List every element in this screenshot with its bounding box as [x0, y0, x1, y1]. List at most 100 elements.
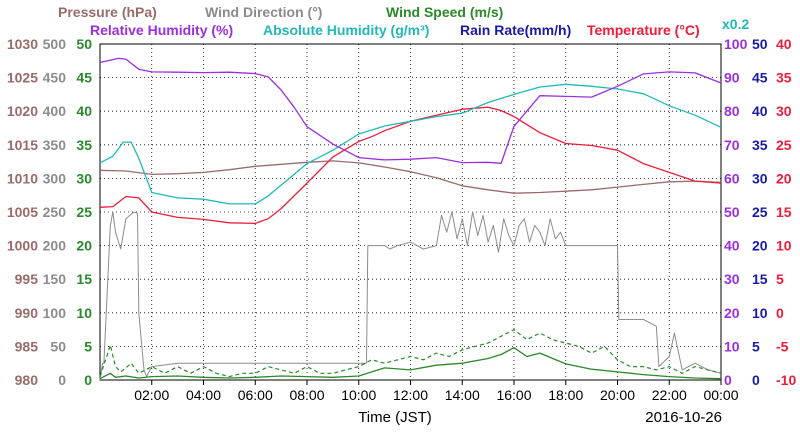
x-tick-label: 20:00 [600, 387, 635, 403]
y-tick-label: 300 [43, 170, 67, 186]
y-tick-label: 10 [724, 338, 740, 354]
y-tick-label: 100 [724, 36, 748, 52]
legend-wind-speed: Wind Speed (m/s) [386, 4, 503, 20]
y-tick-label: 15 [776, 204, 792, 220]
axis-ticks: 9809859909951000100510101015102010251030… [7, 36, 797, 403]
y-tick-label: 250 [43, 204, 67, 220]
y-tick-label: 80 [724, 103, 740, 119]
y-tick-label: 25 [776, 137, 792, 153]
y-tick-label: 5 [752, 338, 760, 354]
series-line [99, 329, 722, 378]
y-tick-label: 50 [76, 36, 92, 52]
series-line [99, 57, 722, 164]
x-tick-label: 06:00 [238, 387, 273, 403]
y-tick-label: 985 [15, 338, 39, 354]
x-tick-label: 22:00 [652, 387, 687, 403]
y-tick-label: 500 [43, 36, 67, 52]
y-tick-label: 35 [752, 137, 768, 153]
x-tick-label: 04:00 [186, 387, 221, 403]
y-tick-label: 0 [724, 372, 732, 388]
legend-rain-rate: Rain Rate(mm/h) [460, 22, 571, 38]
series-line [99, 160, 722, 194]
legend-wind-direction: Wind Direction (°) [205, 4, 322, 20]
y-tick-label: 20 [752, 238, 768, 254]
y-tick-label: 70 [724, 137, 740, 153]
y-tick-label: 60 [724, 170, 740, 186]
y-tick-label: 0 [58, 372, 66, 388]
x-tick-label: 12:00 [393, 387, 428, 403]
y-tick-label: 50 [50, 338, 66, 354]
y-tick-label: 35 [76, 137, 92, 153]
y-tick-label: -10 [776, 372, 796, 388]
grid [99, 43, 722, 381]
y-tick-label: 30 [776, 103, 792, 119]
plot-area [99, 57, 722, 381]
legend-relative-humidity: Relative Humidity (%) [90, 22, 233, 38]
y-tick-label: 10 [776, 238, 792, 254]
y-tick-label: 10 [752, 305, 768, 321]
y-tick-label: 40 [724, 238, 740, 254]
series-line [99, 211, 722, 381]
y-tick-label: 20 [724, 305, 740, 321]
y-tick-label: 150 [43, 271, 67, 287]
x-tick-label: 14:00 [445, 387, 480, 403]
y-tick-label: 0 [776, 305, 784, 321]
y-tick-label: 450 [43, 70, 67, 86]
y-tick-label: 5 [84, 338, 92, 354]
y-tick-label: 990 [15, 305, 39, 321]
series-line [99, 106, 722, 225]
x-axis-label: Time (JST) [358, 409, 432, 426]
y-tick-label: 20 [776, 170, 792, 186]
y-tick-label: 1030 [7, 36, 38, 52]
y-tick-label: 350 [43, 137, 67, 153]
legend-pressure: Pressure (hPa) [58, 4, 157, 20]
y-tick-label: 15 [76, 271, 92, 287]
x-tick-label: 18:00 [548, 387, 583, 403]
legend-temperature: Temperature (°C) [587, 22, 700, 38]
y-tick-label: 30 [76, 170, 92, 186]
y-tick-label: 30 [724, 271, 740, 287]
legend-absolute-humidity: Absolute Humidity (g/m³) [263, 22, 429, 38]
y-tick-label: 40 [776, 36, 792, 52]
y-tick-label: 0 [752, 372, 760, 388]
y-tick-label: 20 [76, 238, 92, 254]
y-tick-label: 980 [15, 372, 39, 388]
y-tick-label: 15 [752, 271, 768, 287]
y-tick-label: 30 [752, 170, 768, 186]
series-line [99, 347, 722, 380]
y-tick-label: 1000 [7, 238, 38, 254]
y-tick-label: 1020 [7, 103, 38, 119]
y-tick-label: 25 [76, 204, 92, 220]
y-tick-label: 1015 [7, 137, 38, 153]
y-tick-label: 90 [724, 70, 740, 86]
y-tick-label: 10 [76, 305, 92, 321]
y-tick-label: 0 [84, 372, 92, 388]
y-tick-label: 50 [724, 204, 740, 220]
y-tick-label: 1005 [7, 204, 38, 220]
y-tick-label: 40 [76, 103, 92, 119]
x-tick-label: 08:00 [289, 387, 324, 403]
y-tick-label: 50 [752, 36, 768, 52]
legend: Pressure (hPa) Wind Direction (°) Wind S… [58, 4, 749, 38]
x-tick-label: 00:00 [703, 387, 738, 403]
y-tick-label: 1025 [7, 70, 38, 86]
date-label: 2016-10-26 [645, 409, 722, 426]
y-tick-label: 35 [776, 70, 792, 86]
y-tick-label: 995 [15, 271, 39, 287]
y-tick-label: 1010 [7, 170, 38, 186]
y-tick-label: 400 [43, 103, 67, 119]
series-line [99, 83, 722, 205]
y-tick-label: 100 [43, 305, 67, 321]
x-tick-label: 02:00 [134, 387, 169, 403]
y-tick-label: -5 [776, 338, 789, 354]
y-tick-label: 25 [752, 204, 768, 220]
y-tick-label: 45 [76, 70, 92, 86]
legend-multiplier: x0.2 [722, 16, 749, 32]
y-tick-label: 45 [752, 70, 768, 86]
y-tick-label: 200 [43, 238, 67, 254]
y-tick-label: 40 [752, 103, 768, 119]
y-tick-label: 5 [776, 271, 784, 287]
x-tick-label: 16:00 [496, 387, 531, 403]
x-tick-label: 10:00 [341, 387, 376, 403]
